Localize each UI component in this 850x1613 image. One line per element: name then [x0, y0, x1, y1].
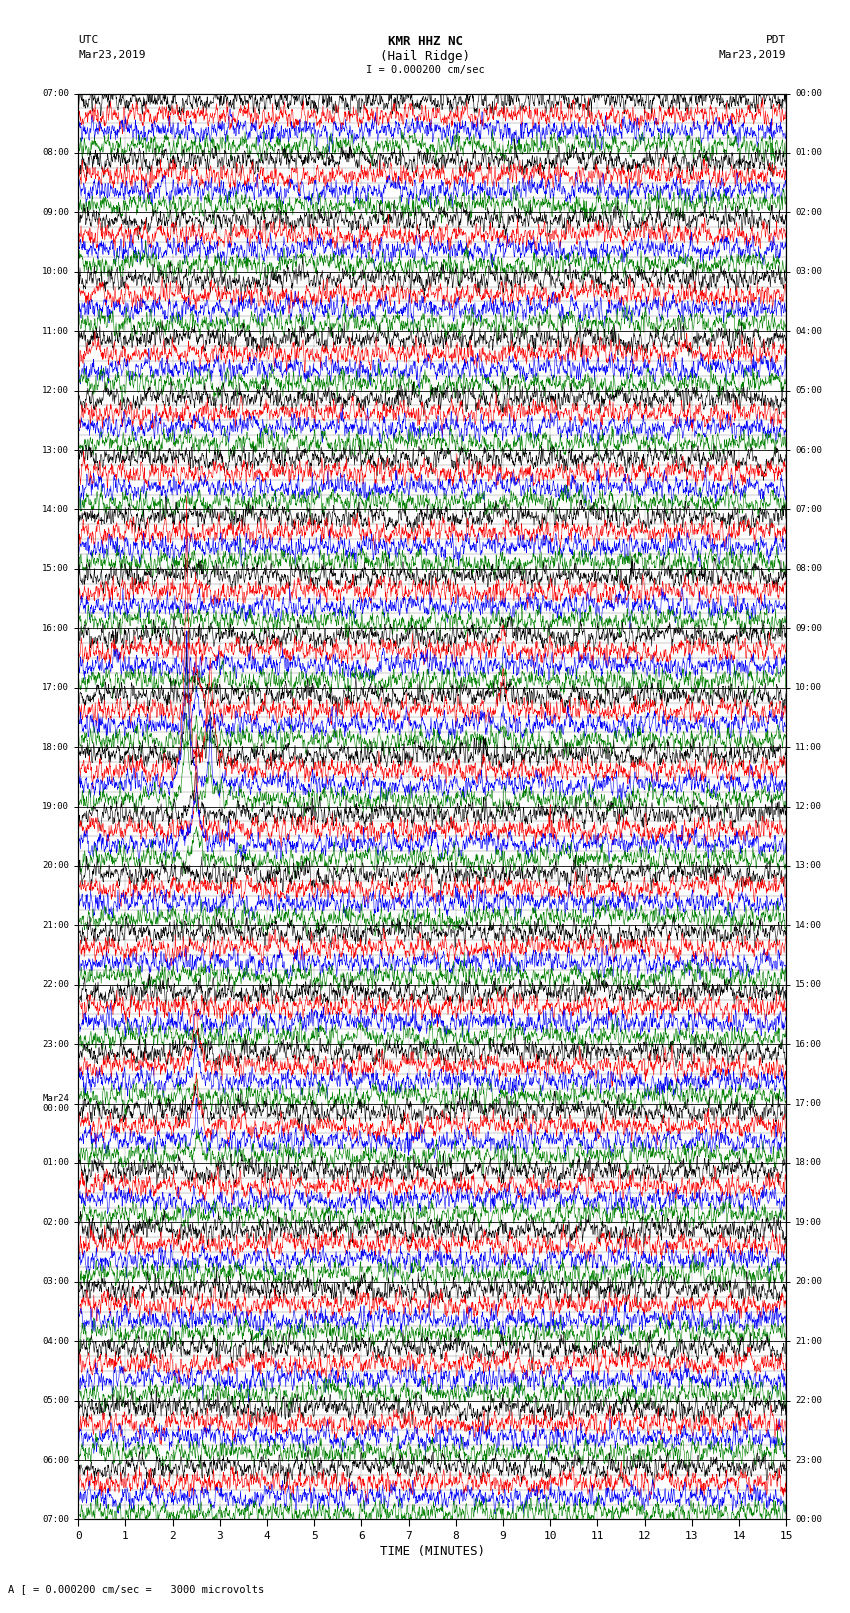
Text: UTC: UTC [78, 35, 99, 45]
Text: A [ = 0.000200 cm/sec =   3000 microvolts: A [ = 0.000200 cm/sec = 3000 microvolts [8, 1584, 264, 1594]
Text: (Hail Ridge): (Hail Ridge) [380, 50, 470, 63]
Text: I = 0.000200 cm/sec: I = 0.000200 cm/sec [366, 65, 484, 74]
Text: KMR HHZ NC: KMR HHZ NC [388, 35, 462, 48]
X-axis label: TIME (MINUTES): TIME (MINUTES) [380, 1545, 484, 1558]
Text: Mar23,2019: Mar23,2019 [78, 50, 145, 60]
Text: PDT: PDT [766, 35, 786, 45]
Text: Mar23,2019: Mar23,2019 [719, 50, 786, 60]
